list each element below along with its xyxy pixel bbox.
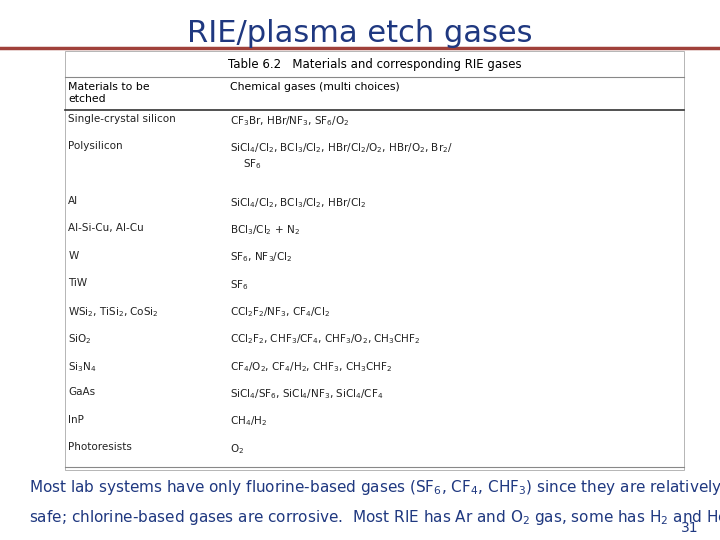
Text: SiCl$_4$/SF$_6$, SiCl$_4$/NF$_3$, SiCl$_4$/CF$_4$: SiCl$_4$/SF$_6$, SiCl$_4$/NF$_3$, SiCl$_… [230, 387, 384, 401]
Text: W: W [68, 251, 78, 261]
Text: WSi$_2$, TiSi$_2$, CoSi$_2$: WSi$_2$, TiSi$_2$, CoSi$_2$ [68, 305, 159, 319]
Text: CF$_4$/O$_2$, CF$_4$/H$_2$, CHF$_3$, CH$_3$CHF$_2$: CF$_4$/O$_2$, CF$_4$/H$_2$, CHF$_3$, CH$… [230, 360, 392, 374]
Text: Most lab systems have only fluorine-based gases (SF$_6$, CF$_4$, CHF$_3$) since : Most lab systems have only fluorine-base… [29, 478, 720, 497]
Text: Polysilicon: Polysilicon [68, 141, 123, 151]
Text: Materials to be
etched: Materials to be etched [68, 82, 150, 104]
Text: InP: InP [68, 415, 84, 424]
Text: CCl$_2$F$_2$/NF$_3$, CF$_4$/Cl$_2$: CCl$_2$F$_2$/NF$_3$, CF$_4$/Cl$_2$ [230, 305, 330, 319]
Text: RIE/plasma etch gases: RIE/plasma etch gases [187, 19, 533, 48]
Text: SF$_6$, NF$_3$/Cl$_2$: SF$_6$, NF$_3$/Cl$_2$ [230, 251, 293, 265]
Text: SiCl$_4$/Cl$_2$, BCl$_3$/Cl$_2$, HBr/Cl$_2$/O$_2$, HBr/O$_2$, Br$_2$/
    SF$_6$: SiCl$_4$/Cl$_2$, BCl$_3$/Cl$_2$, HBr/Cl$… [230, 141, 454, 171]
Text: CCl$_2$F$_2$, CHF$_3$/CF$_4$, CHF$_3$/O$_2$, CH$_3$CHF$_2$: CCl$_2$F$_2$, CHF$_3$/CF$_4$, CHF$_3$/O$… [230, 333, 421, 346]
Text: O$_2$: O$_2$ [230, 442, 245, 456]
Text: Table 6.2   Materials and corresponding RIE gases: Table 6.2 Materials and corresponding RI… [228, 58, 521, 71]
Text: Chemical gases (multi choices): Chemical gases (multi choices) [230, 82, 400, 92]
Text: Al: Al [68, 196, 78, 206]
Text: Si$_3$N$_4$: Si$_3$N$_4$ [68, 360, 97, 374]
Text: SiO$_2$: SiO$_2$ [68, 333, 92, 346]
Text: CF$_3$Br, HBr/NF$_3$, SF$_6$/O$_2$: CF$_3$Br, HBr/NF$_3$, SF$_6$/O$_2$ [230, 114, 350, 128]
Text: Single-crystal silicon: Single-crystal silicon [68, 114, 176, 124]
Text: safe; chlorine-based gases are corrosive.  Most RIE has Ar and O$_2$ gas, some h: safe; chlorine-based gases are corrosive… [29, 508, 720, 526]
Text: CH$_4$/H$_2$: CH$_4$/H$_2$ [230, 415, 268, 428]
FancyBboxPatch shape [65, 51, 684, 470]
Text: GaAs: GaAs [68, 387, 96, 397]
Text: TiW: TiW [68, 278, 88, 288]
Text: Photoresists: Photoresists [68, 442, 132, 452]
Text: Al-Si-Cu, Al-Cu: Al-Si-Cu, Al-Cu [68, 223, 144, 233]
Text: SiCl$_4$/Cl$_2$, BCl$_3$/Cl$_2$, HBr/Cl$_2$: SiCl$_4$/Cl$_2$, BCl$_3$/Cl$_2$, HBr/Cl$… [230, 196, 366, 210]
Text: BCl$_3$/Cl$_2$ + N$_2$: BCl$_3$/Cl$_2$ + N$_2$ [230, 223, 300, 237]
Text: 31: 31 [681, 521, 698, 535]
Text: SF$_6$: SF$_6$ [230, 278, 249, 292]
